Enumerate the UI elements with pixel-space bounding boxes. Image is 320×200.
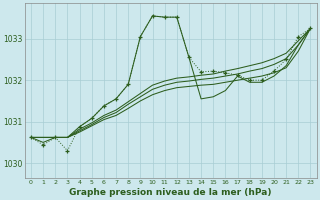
X-axis label: Graphe pression niveau de la mer (hPa): Graphe pression niveau de la mer (hPa) bbox=[69, 188, 272, 197]
